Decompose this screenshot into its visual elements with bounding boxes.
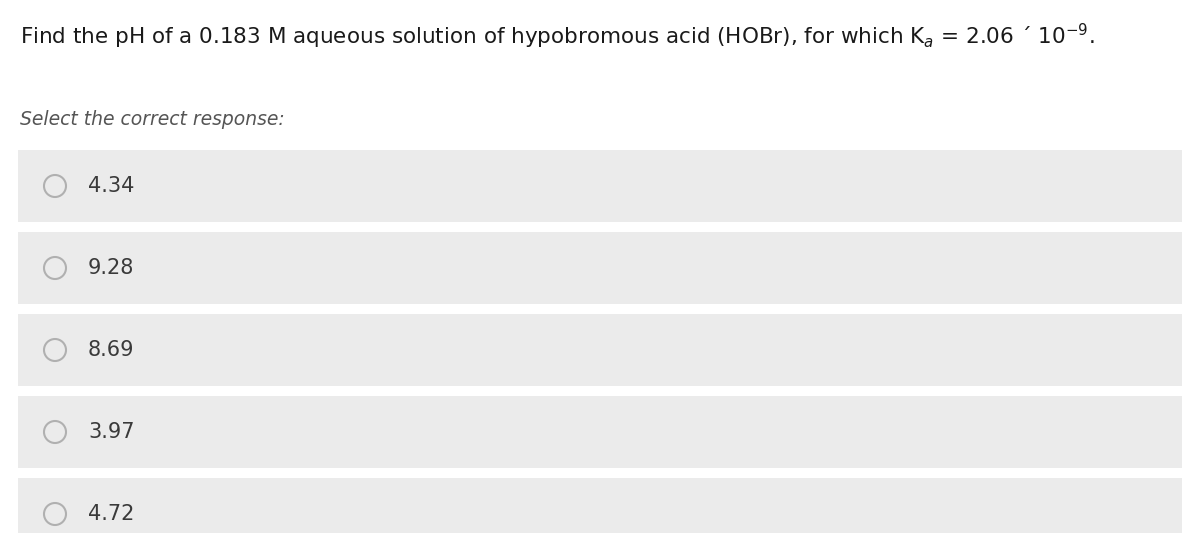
Text: Select the correct response:: Select the correct response: [20, 110, 284, 129]
Text: 4.72: 4.72 [88, 504, 134, 524]
Text: 3.97: 3.97 [88, 422, 134, 442]
FancyBboxPatch shape [18, 150, 1182, 222]
FancyBboxPatch shape [18, 314, 1182, 386]
Text: 9.28: 9.28 [88, 258, 134, 278]
FancyBboxPatch shape [18, 478, 1182, 533]
Text: Find the pH of a 0.183 M aqueous solution of hypobromous acid (HOBr), for which : Find the pH of a 0.183 M aqueous solutio… [20, 22, 1094, 51]
Text: 8.69: 8.69 [88, 340, 134, 360]
FancyBboxPatch shape [18, 396, 1182, 468]
FancyBboxPatch shape [18, 232, 1182, 304]
Text: 4.34: 4.34 [88, 176, 134, 196]
